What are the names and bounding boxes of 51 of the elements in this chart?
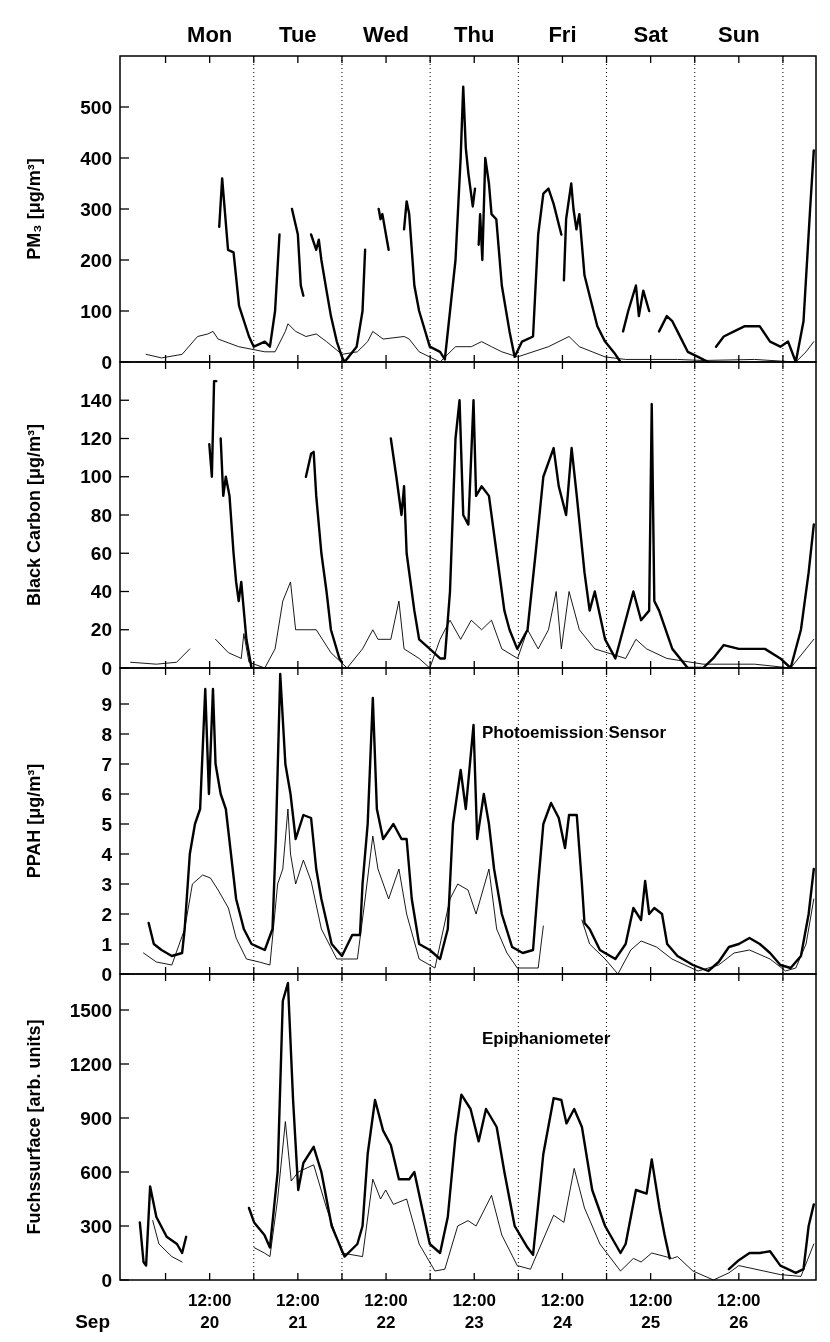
x-axis-title: Sep: [75, 1311, 110, 1332]
y-tick-label: 0: [101, 351, 112, 373]
y-tick-label: 300: [80, 198, 112, 220]
y-tick-label: 400: [80, 147, 112, 169]
text: Sat: [633, 22, 669, 47]
x-tick-label: 12:00 20: [187, 1291, 232, 1332]
annotation: Photoemission Sensor: [481, 723, 667, 743]
y-tick-label: 5: [101, 813, 113, 835]
y-tick-label: 300: [80, 1215, 112, 1237]
y-axis-title: PM₃ [μg/m³]: [24, 158, 44, 260]
y-tick-label: 0: [101, 1269, 112, 1291]
y-tick-label: 8: [101, 723, 112, 745]
y-tick-label: 1200: [69, 1053, 112, 1075]
y-tick-label: 1500: [69, 999, 112, 1021]
x-tick-label: 12:00 25: [628, 1291, 673, 1332]
y-tick-label: 20: [90, 619, 112, 641]
x-tick-label: 12:00 24: [540, 1291, 585, 1332]
y-tick-label: 0: [101, 963, 112, 985]
text: Thu: [454, 22, 495, 47]
y-tick-label: 3: [101, 873, 112, 895]
text: Wed: [363, 22, 410, 47]
y-tick-label: 4: [101, 843, 113, 865]
y-axis-title: Black Carbon [μg/m³]: [24, 423, 44, 607]
x-tick-label: 12:00 26: [717, 1291, 761, 1332]
annotation: Epiphaniometer: [481, 1029, 611, 1049]
y-tick-label: 2: [101, 903, 112, 925]
text: Mon: [187, 22, 233, 47]
text: Sun: [718, 22, 760, 47]
y-tick-label: 9: [101, 693, 112, 715]
y-tick-label: 900: [80, 1107, 112, 1129]
y-tick-label: 0: [101, 657, 112, 679]
x-tick-label: 12:00 21: [276, 1291, 320, 1332]
x-tick-label: 12:00 22: [364, 1291, 408, 1332]
y-tick-label: 200: [80, 249, 112, 271]
y-tick-label: 7: [101, 753, 112, 775]
y-tick-label: 1: [101, 933, 113, 955]
y-tick-label: 80: [90, 504, 112, 526]
y-tick-label: 600: [80, 1161, 112, 1183]
y-tick-label: 100: [80, 466, 112, 488]
y-tick-label: 120: [80, 428, 112, 450]
text: Tue: [279, 22, 317, 47]
y-tick-label: 60: [90, 542, 112, 564]
x-tick-label: 12:00 23: [452, 1291, 496, 1332]
y-tick-label: 100: [80, 300, 112, 322]
y-axis-title: Fuchssurface [arb. units]: [24, 1019, 44, 1235]
y-tick-label: 40: [90, 581, 112, 603]
y-tick-label: 6: [101, 783, 112, 805]
text: Fri: [548, 22, 577, 47]
y-tick-label: 140: [80, 389, 112, 411]
y-axis-title: PPAH [μg/m³]: [24, 763, 44, 879]
y-tick-label: 500: [80, 96, 112, 118]
